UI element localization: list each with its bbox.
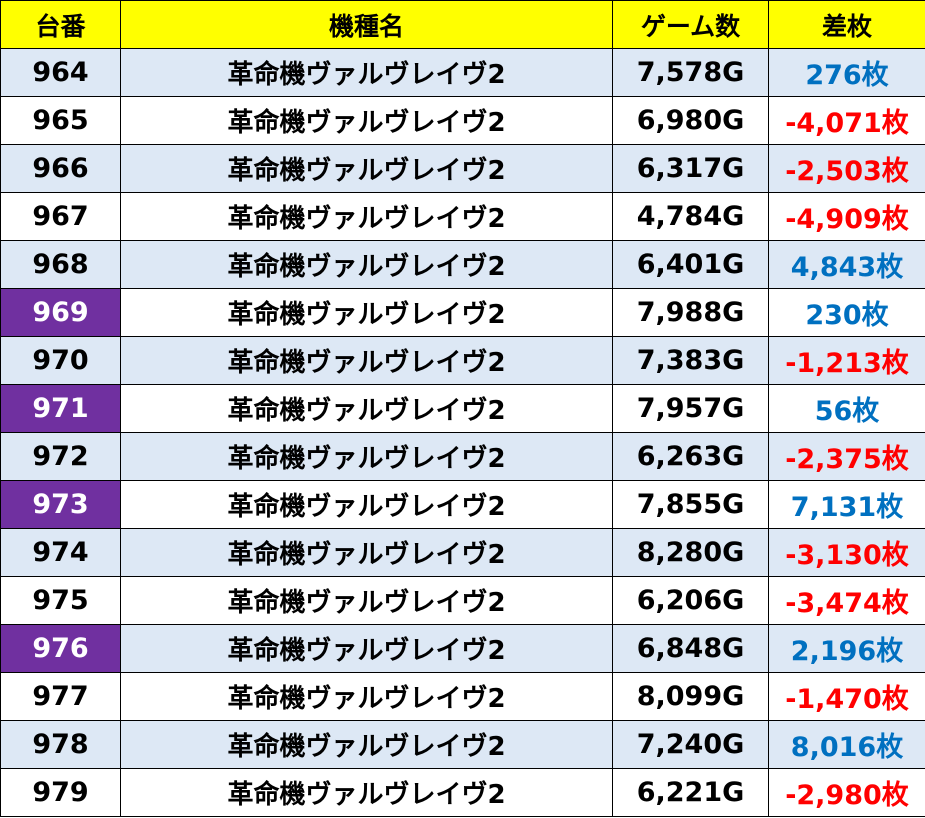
table-row: 972 革命機ヴァルヴレイヴ2 6,263G -2,375枚: [0, 432, 925, 481]
diff-cell: 2,196枚: [768, 624, 925, 673]
games-cell: 7,957G: [612, 384, 769, 433]
games-cell: 6,848G: [612, 624, 769, 673]
diff-cell: 276枚: [768, 48, 925, 97]
games-cell: 8,099G: [612, 672, 769, 721]
model-cell: 革命機ヴァルヴレイヴ2: [120, 384, 613, 433]
machine-no-cell: 964: [0, 48, 121, 97]
games-cell: 7,240G: [612, 720, 769, 769]
table-row: 965 革命機ヴァルヴレイヴ2 6,980G -4,071枚: [0, 96, 925, 145]
table-body: 964 革命機ヴァルヴレイヴ2 7,578G 276枚 965 革命機ヴァルヴレイヴ2 6,…: [0, 48, 925, 817]
games-cell: 7,383G: [612, 336, 769, 385]
diff-cell: -1,213枚: [768, 336, 925, 385]
games-cell: 7,988G: [612, 288, 769, 337]
model-cell: 革命機ヴァルヴレイヴ2: [120, 240, 613, 289]
games-cell: 6,317G: [612, 144, 769, 193]
games-cell: 6,980G: [612, 96, 769, 145]
model-cell: 革命機ヴァルヴレイヴ2: [120, 144, 613, 193]
diff-cell: -2,980枚: [768, 768, 925, 817]
machine-no-cell: 970: [0, 336, 121, 385]
games-cell: 7,578G: [612, 48, 769, 97]
machine-no-cell: 971: [0, 384, 121, 433]
header-model: 機種名: [120, 0, 613, 49]
diff-cell: -2,503枚: [768, 144, 925, 193]
diff-cell: -1,470枚: [768, 672, 925, 721]
table-row: 979 革命機ヴァルヴレイヴ2 6,221G -2,980枚: [0, 768, 925, 817]
table-row: 973 革命機ヴァルヴレイヴ2 7,855G 7,131枚: [0, 480, 925, 529]
machine-no-cell: 972: [0, 432, 121, 481]
model-cell: 革命機ヴァルヴレイヴ2: [120, 432, 613, 481]
table-row: 977 革命機ヴァルヴレイヴ2 8,099G -1,470枚: [0, 672, 925, 721]
table-row: 964 革命機ヴァルヴレイヴ2 7,578G 276枚: [0, 48, 925, 97]
table-row: 978 革命機ヴァルヴレイヴ2 7,240G 8,016枚: [0, 720, 925, 769]
games-cell: 4,784G: [612, 192, 769, 241]
diff-cell: -4,909枚: [768, 192, 925, 241]
table-row: 975 革命機ヴァルヴレイヴ2 6,206G -3,474枚: [0, 576, 925, 625]
machine-no-cell: 975: [0, 576, 121, 625]
model-cell: 革命機ヴァルヴレイヴ2: [120, 48, 613, 97]
header-diff: 差枚: [768, 0, 925, 49]
table-row: 968 革命機ヴァルヴレイヴ2 6,401G 4,843枚: [0, 240, 925, 289]
machine-no-cell: 969: [0, 288, 121, 337]
diff-cell: 8,016枚: [768, 720, 925, 769]
table-row: 976 革命機ヴァルヴレイヴ2 6,848G 2,196枚: [0, 624, 925, 673]
diff-cell: -3,474枚: [768, 576, 925, 625]
model-cell: 革命機ヴァルヴレイヴ2: [120, 624, 613, 673]
machine-no-cell: 977: [0, 672, 121, 721]
model-cell: 革命機ヴァルヴレイヴ2: [120, 192, 613, 241]
diff-cell: -2,375枚: [768, 432, 925, 481]
model-cell: 革命機ヴァルヴレイヴ2: [120, 720, 613, 769]
machine-no-cell: 965: [0, 96, 121, 145]
games-cell: 7,855G: [612, 480, 769, 529]
diff-cell: 4,843枚: [768, 240, 925, 289]
table-row: 970 革命機ヴァルヴレイヴ2 7,383G -1,213枚: [0, 336, 925, 385]
machine-no-cell: 979: [0, 768, 121, 817]
header-row: 台番 機種名 ゲーム数 差枚: [0, 0, 925, 49]
table-row: 971 革命機ヴァルヴレイヴ2 7,957G 56枚: [0, 384, 925, 433]
diff-cell: -4,071枚: [768, 96, 925, 145]
machine-no-cell: 966: [0, 144, 121, 193]
diff-cell: -3,130枚: [768, 528, 925, 577]
games-cell: 8,280G: [612, 528, 769, 577]
table-row: 967 革命機ヴァルヴレイヴ2 4,784G -4,909枚: [0, 192, 925, 241]
model-cell: 革命機ヴァルヴレイヴ2: [120, 288, 613, 337]
table-row: 966 革命機ヴァルヴレイヴ2 6,317G -2,503枚: [0, 144, 925, 193]
model-cell: 革命機ヴァルヴレイヴ2: [120, 576, 613, 625]
table-row: 974 革命機ヴァルヴレイヴ2 8,280G -3,130枚: [0, 528, 925, 577]
model-cell: 革命機ヴァルヴレイヴ2: [120, 768, 613, 817]
header-machine-no: 台番: [0, 0, 121, 49]
games-cell: 6,206G: [612, 576, 769, 625]
games-cell: 6,221G: [612, 768, 769, 817]
table-row: 969 革命機ヴァルヴレイヴ2 7,988G 230枚: [0, 288, 925, 337]
diff-cell: 56枚: [768, 384, 925, 433]
machine-no-cell: 976: [0, 624, 121, 673]
header-games: ゲーム数: [612, 0, 769, 49]
machine-no-cell: 973: [0, 480, 121, 529]
games-cell: 6,263G: [612, 432, 769, 481]
machine-no-cell: 967: [0, 192, 121, 241]
machine-no-cell: 978: [0, 720, 121, 769]
machine-no-cell: 974: [0, 528, 121, 577]
model-cell: 革命機ヴァルヴレイヴ2: [120, 336, 613, 385]
model-cell: 革命機ヴァルヴレイヴ2: [120, 672, 613, 721]
machine-no-cell: 968: [0, 240, 121, 289]
diff-cell: 230枚: [768, 288, 925, 337]
model-cell: 革命機ヴァルヴレイヴ2: [120, 528, 613, 577]
diff-cell: 7,131枚: [768, 480, 925, 529]
model-cell: 革命機ヴァルヴレイヴ2: [120, 96, 613, 145]
games-cell: 6,401G: [612, 240, 769, 289]
model-cell: 革命機ヴァルヴレイヴ2: [120, 480, 613, 529]
